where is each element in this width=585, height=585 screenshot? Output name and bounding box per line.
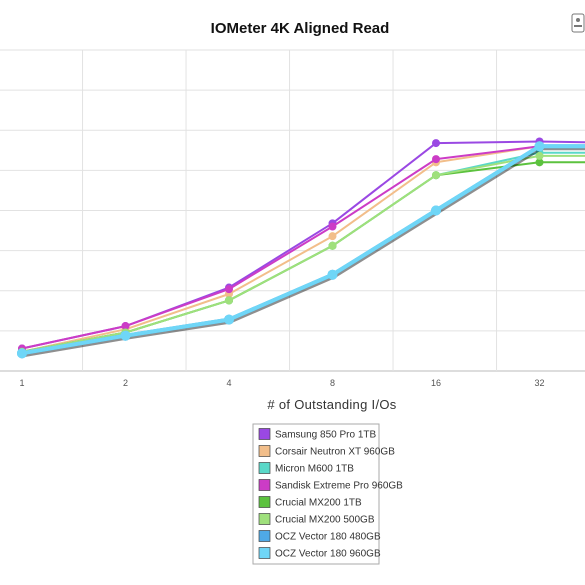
legend-box (252, 423, 380, 565)
series-line (21, 145, 585, 350)
data-point (225, 285, 233, 294)
data-point (535, 151, 544, 160)
data-point (120, 330, 131, 341)
data-point (431, 205, 441, 216)
legend-label: Samsung 850 Pro 1TB (275, 430, 376, 441)
series-lines (17, 137, 585, 359)
x-tick-label: 1 (19, 378, 24, 388)
data-point (224, 314, 234, 325)
series-line (21, 154, 585, 353)
data-point (328, 241, 337, 250)
grid (0, 49, 585, 372)
legend-label: OCZ Vector 180 960GB (275, 549, 381, 560)
legend-label: OCZ Vector 180 480GB (275, 532, 381, 543)
data-point (328, 222, 337, 231)
data-point (535, 158, 544, 167)
data-point (225, 296, 233, 305)
data-point (534, 141, 545, 152)
series-line (21, 145, 585, 353)
x-axis-ticks: 1 2 4 8 16 32 (19, 378, 544, 388)
legend-label: Crucial MX200 500GB (275, 515, 375, 526)
legend: Samsung 850 Pro 1TB Corsair Neutron XT 96… (252, 423, 403, 565)
legend-swatch (258, 462, 271, 474)
series-line (21, 161, 585, 353)
legend-swatch (258, 513, 271, 525)
data-point (17, 348, 27, 359)
x-tick-label: 2 (123, 378, 128, 388)
legend-label: Sandisk Extreme Pro 960GB (275, 481, 403, 492)
data-point (432, 139, 440, 148)
x-tick-label: 32 (534, 378, 544, 388)
x-tick-label: 8 (330, 378, 335, 388)
legend-swatch (258, 428, 271, 440)
x-axis-label: # of Outstanding I/Os (267, 397, 396, 412)
data-point (328, 232, 337, 241)
data-point (432, 171, 440, 180)
legend-swatch (258, 547, 271, 559)
x-tick-label: 16 (431, 378, 441, 388)
series-line (21, 144, 585, 356)
series-line (21, 144, 585, 356)
data-point (432, 155, 440, 164)
chart-title: IOMeter 4K Aligned Read (211, 20, 390, 37)
legend-label: Micron M600 1TB (275, 464, 354, 475)
watermark-icon (571, 13, 585, 33)
legend-label: Crucial MX200 1TB (275, 498, 362, 509)
legend-swatch (258, 496, 271, 508)
legend-swatch (258, 530, 271, 542)
legend-label: Corsair Neutron XT 960GB (275, 447, 395, 458)
legend-swatch (258, 479, 271, 491)
data-point (121, 322, 130, 331)
data-point (327, 269, 338, 280)
legend-swatch (258, 445, 271, 457)
x-tick-label: 4 (226, 378, 231, 388)
